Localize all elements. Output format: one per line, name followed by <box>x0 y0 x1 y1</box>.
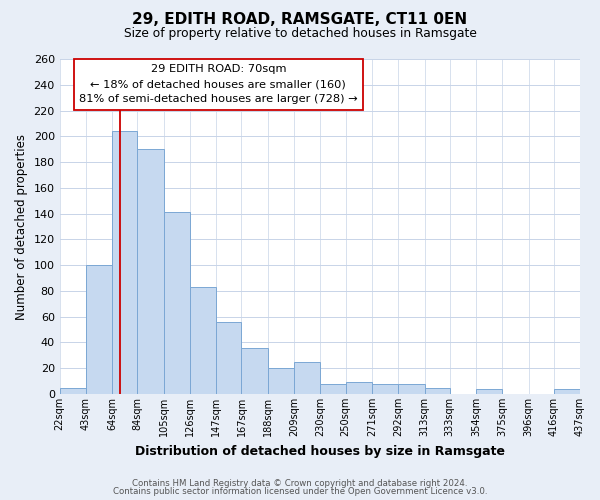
Text: 29, EDITH ROAD, RAMSGATE, CT11 0EN: 29, EDITH ROAD, RAMSGATE, CT11 0EN <box>133 12 467 28</box>
Bar <box>320 384 346 394</box>
Bar <box>268 368 294 394</box>
Text: Size of property relative to detached houses in Ramsgate: Size of property relative to detached ho… <box>124 28 476 40</box>
Bar <box>217 322 241 394</box>
Bar <box>137 149 164 394</box>
Bar <box>346 382 372 394</box>
Bar <box>112 131 137 394</box>
X-axis label: Distribution of detached houses by size in Ramsgate: Distribution of detached houses by size … <box>135 444 505 458</box>
Bar <box>86 265 112 394</box>
Bar <box>476 389 502 394</box>
Y-axis label: Number of detached properties: Number of detached properties <box>15 134 28 320</box>
Text: Contains public sector information licensed under the Open Government Licence v3: Contains public sector information licen… <box>113 487 487 496</box>
Bar <box>59 388 86 394</box>
Bar <box>294 362 320 394</box>
Bar <box>164 212 190 394</box>
Text: Contains HM Land Registry data © Crown copyright and database right 2024.: Contains HM Land Registry data © Crown c… <box>132 478 468 488</box>
Bar <box>190 287 217 394</box>
Bar <box>554 389 580 394</box>
Bar <box>241 348 268 394</box>
Bar <box>372 384 398 394</box>
Bar <box>425 388 449 394</box>
Text: 29 EDITH ROAD: 70sqm
← 18% of detached houses are smaller (160)
81% of semi-deta: 29 EDITH ROAD: 70sqm ← 18% of detached h… <box>79 64 358 104</box>
Bar <box>398 384 425 394</box>
